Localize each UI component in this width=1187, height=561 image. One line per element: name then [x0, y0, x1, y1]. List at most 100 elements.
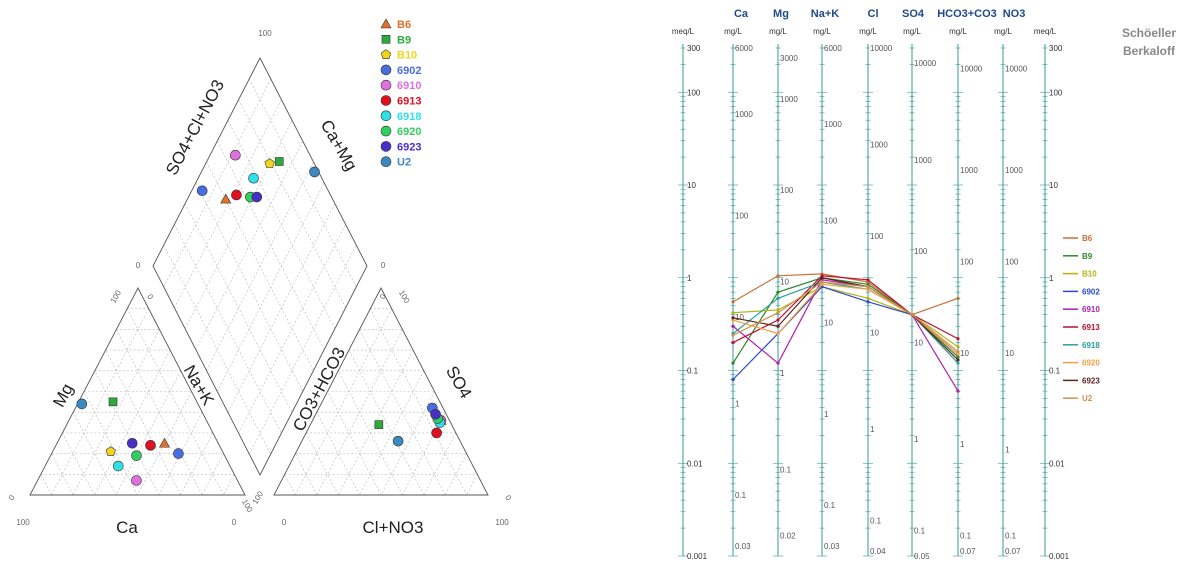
schoeller-point-6923 — [776, 324, 780, 328]
schoeller-meq-tick-right: 0.1 — [1049, 367, 1061, 376]
schoeller-point-6913 — [866, 278, 870, 282]
schoeller-point-B10 — [731, 311, 735, 315]
schoeller-column-tick: 1 — [870, 425, 875, 434]
axis-label-mg: Mg — [49, 381, 77, 411]
schoeller-point-B6 — [956, 296, 960, 300]
schoeller-category-no3: NO3 — [1003, 8, 1026, 20]
anion-triangle-gridline — [444, 453, 467, 496]
schoeller-column-tick: 0.03 — [735, 542, 751, 551]
anion-triangle-gridline — [327, 391, 382, 496]
schoeller-point-6913 — [956, 337, 960, 341]
schoeller-unit-label: mg/L — [903, 27, 921, 36]
schoeller-column-tick: 0.02 — [780, 532, 796, 541]
diamond-gridline — [227, 120, 336, 329]
cation-triangle-gridline — [62, 432, 95, 496]
tick-anion-bottom-left: 0 — [282, 518, 287, 527]
schoeller-column-tick: 100 — [960, 257, 974, 266]
schoeller-column-tick: 0.1 — [960, 532, 972, 541]
anion-triangle-gridline — [284, 474, 296, 496]
schoeller-column-tick: 1000 — [1005, 166, 1023, 175]
anion-triangle-gridline — [370, 308, 467, 496]
schoeller-column-tick: 1 — [960, 440, 965, 449]
schoeller-point-B9 — [866, 282, 870, 286]
schoeller-legend-label-6902: 6902 — [1082, 287, 1100, 296]
schoeller-column-tick: 100 — [824, 217, 838, 226]
piper-legend-label-6920: 6920 — [397, 126, 421, 138]
schoeller-column-tick: 0.07 — [960, 547, 976, 556]
cation-triangle-gridline — [137, 391, 192, 496]
schoeller-point-B10 — [866, 296, 870, 300]
piper-point-diamond-B6 — [220, 193, 232, 204]
schoeller-point-6920 — [956, 352, 960, 356]
piper-point-cation-6920 — [131, 450, 142, 461]
schoeller-unit-label: mg/L — [859, 27, 877, 36]
schoeller-meq-tick-right: 0.001 — [1049, 552, 1070, 561]
diamond-gridline — [184, 120, 293, 329]
tick-diamond-top: 100 — [258, 29, 272, 38]
schoeller-unit-label: mg/L — [949, 27, 967, 36]
schoeller-column-tick: 6000 — [824, 44, 842, 53]
anion-triangle-gridline — [380, 391, 435, 496]
schoeller-category-na-k: Na+K — [811, 8, 839, 20]
schoeller-unit-label: meq/L — [1034, 27, 1057, 36]
piper-legend-marker-6913 — [380, 95, 392, 106]
anion-triangle-gridline — [295, 308, 392, 496]
piper-point-diamond-B9 — [274, 157, 284, 166]
schoeller-meq-tick-left: 0.01 — [687, 459, 703, 468]
diamond-gridline — [184, 203, 293, 413]
schoeller-point-6918 — [776, 296, 780, 300]
schoeller-point-6920 — [731, 318, 735, 322]
schoeller-point-6918 — [956, 361, 960, 365]
anion-triangle-gridline — [402, 412, 446, 496]
piper-legend-label-B9: B9 — [397, 34, 411, 46]
cation-triangle-gridline — [180, 432, 214, 496]
axis-label-so4: SO4 — [442, 363, 475, 402]
schoeller-point-6920 — [866, 287, 870, 291]
piper-point-cation-6910 — [131, 475, 142, 486]
axis-label-co3-hco3: CO3+HCO3 — [289, 344, 349, 434]
schoeller-column-tick: 0.1 — [1005, 532, 1017, 541]
schoeller-point-B6 — [731, 300, 735, 304]
schoeller-point-B9 — [731, 361, 735, 365]
diamond-gridline — [238, 224, 346, 434]
piper-legend-label-U2: U2 — [397, 157, 411, 169]
schoeller-meq-tick-left: 300 — [687, 44, 701, 53]
piper-diagram: SO4+Cl+NO3 Ca+Mg Mg Na+K Ca CO3+HCO3 SO4 Cl+NO3… — [7, 18, 513, 537]
anion-triangle-outline — [273, 287, 489, 496]
piper-legend-label-6923: 6923 — [397, 141, 421, 153]
schoeller-point-6913 — [776, 318, 780, 322]
schoeller-point-U2 — [731, 333, 735, 337]
schoeller-column-tick: 100 — [914, 247, 928, 256]
cation-triangle-gridline — [223, 474, 235, 496]
cation-triangle-gridline — [105, 349, 181, 496]
schoeller-column-tick: 1000 — [780, 95, 798, 104]
schoeller-title-line: Schöeller — [1122, 26, 1176, 40]
schoeller-column-tick: 3000 — [780, 54, 798, 63]
schoeller-point-6910 — [956, 389, 960, 393]
schoeller-legend-label-6913: 6913 — [1082, 323, 1100, 332]
schoeller-point-6902 — [731, 377, 735, 382]
schoeller-point-6920 — [820, 282, 824, 286]
schoeller-column-tick: 10 — [1005, 349, 1014, 358]
piper-legend-marker-6910 — [380, 79, 392, 91]
cation-triangle-gridline — [51, 308, 149, 496]
cation-triangle-gridline — [83, 391, 138, 496]
schoeller-column-tick: 10 — [960, 349, 969, 358]
schoeller-column-tick: 1000 — [870, 141, 888, 150]
diamond-gridline — [249, 78, 357, 288]
schoeller-line-6910 — [732, 279, 959, 392]
schoeller-category-so4: SO4 — [902, 8, 925, 20]
schoeller-line-6923 — [732, 277, 959, 361]
cation-triangle-gridline — [158, 412, 203, 496]
schoeller-meq-tick-left: 0.001 — [687, 552, 708, 561]
schoeller-meq-tick-right: 100 — [1049, 88, 1063, 97]
schoeller-point-B6 — [776, 274, 780, 278]
tick-anion-apex-left: 0 — [378, 292, 388, 301]
tick-anion-left-corner: 100 — [251, 489, 266, 506]
schoeller-meq-tick-left: 1 — [687, 274, 692, 283]
schoeller-column-tick: 10 — [824, 318, 833, 327]
schoeller-point-6910 — [731, 324, 735, 328]
piper-point-diamond-6923 — [251, 191, 263, 203]
tick-anion-bottom-right: 100 — [495, 518, 509, 527]
schoeller-point-B9 — [956, 355, 960, 359]
